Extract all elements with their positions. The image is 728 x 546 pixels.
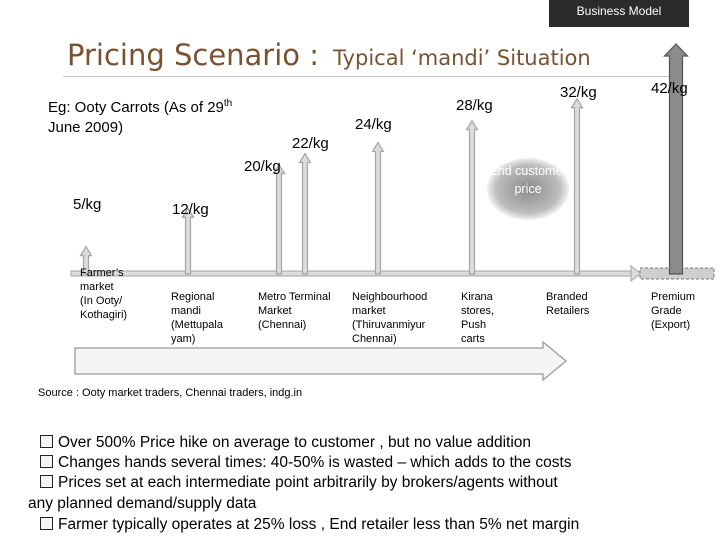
header-label: Business Model [576, 4, 662, 18]
price-label: 28/kg [456, 97, 493, 114]
bullet-text: Farmer typically operates at 25% loss , … [58, 516, 580, 533]
end-customer-bubble [487, 158, 569, 220]
stage-label-regional-mandi: Regional mandi (Mettupala yam) [171, 291, 223, 345]
stage-label-kirana: Kirana stores, Push carts [461, 291, 495, 345]
example-sup: th [223, 98, 233, 109]
baseline-arrow [70, 270, 632, 277]
price-arrow-export [663, 43, 689, 275]
baseline-arrowhead [630, 265, 642, 282]
price-arrow-kirana [465, 119, 479, 275]
bullet-text: Prices set at each intermediate point ar… [58, 474, 558, 491]
bullet-item: Prices set at each intermediate point ar… [40, 474, 558, 492]
bullet-text: Changes hands several times: 40-50% is w… [58, 454, 572, 471]
example-line1: Eg: Ooty Carrots (As of 29 [48, 99, 224, 116]
price-label: 12/kg [172, 201, 209, 218]
checkbox-bullet-icon [40, 475, 53, 488]
checkbox-bullet-icon [40, 435, 53, 448]
price-arrow-metro-terminal-22 [298, 152, 312, 275]
checkbox-bullet-icon [40, 455, 53, 468]
title-divider [63, 76, 683, 77]
stage-label-export: Premium Grade (Export) [651, 291, 696, 331]
header-bar [549, 0, 689, 27]
example-note: Eg: Ooty Carrots (As of 29th June 2009) [48, 94, 232, 138]
example-line2: June 2009) [48, 119, 124, 136]
slide-title: Pricing Scenario : [67, 38, 320, 72]
price-label: 22/kg [292, 135, 329, 152]
checkbox-bullet-icon [40, 517, 53, 530]
price-arrow-neighbourhood [371, 141, 385, 275]
price-arrows [70, 43, 715, 382]
price-arrow-metro-terminal-20 [272, 163, 286, 275]
stage-label-neighbourhood: Neighbourhood market (Thiruvanmiyur Chen… [352, 291, 428, 345]
price-label: 42/kg [651, 80, 688, 97]
stage-label-branded: Branded Retailers [546, 291, 590, 317]
slide-subtitle: Typical ‘mandi’ Situation [333, 46, 591, 70]
price-label: 24/kg [355, 116, 392, 133]
source-note: Source : Ooty market traders, Chennai tr… [38, 387, 303, 399]
bullet-item: Over 500% Price hike on average to custo… [40, 434, 531, 452]
bullet-item: Changes hands several times: 40-50% is w… [40, 454, 572, 472]
bullet-continuation: any planned demand/supply data [28, 495, 257, 512]
flow-chevron-arrow [74, 340, 568, 382]
bullet-item: Farmer typically operates at 25% loss , … [40, 516, 579, 534]
price-arrow-farmers-market [79, 245, 93, 275]
stage-label-metro-terminal: Metro Terminal Market (Chennai) [258, 291, 331, 331]
stage-label-farmers-market: Farmer’s market (In Ooty/ Kothagiri) [80, 267, 128, 321]
end-customer-label: End customer price [489, 164, 567, 196]
price-label: 5/kg [73, 196, 102, 213]
price-label: 20/kg [244, 158, 281, 175]
price-arrow-branded [570, 97, 584, 275]
price-label: 32/kg [560, 84, 597, 101]
bullet-text: Over 500% Price hike on average to custo… [58, 434, 532, 451]
price-arrow-regional-mandi [181, 207, 195, 275]
